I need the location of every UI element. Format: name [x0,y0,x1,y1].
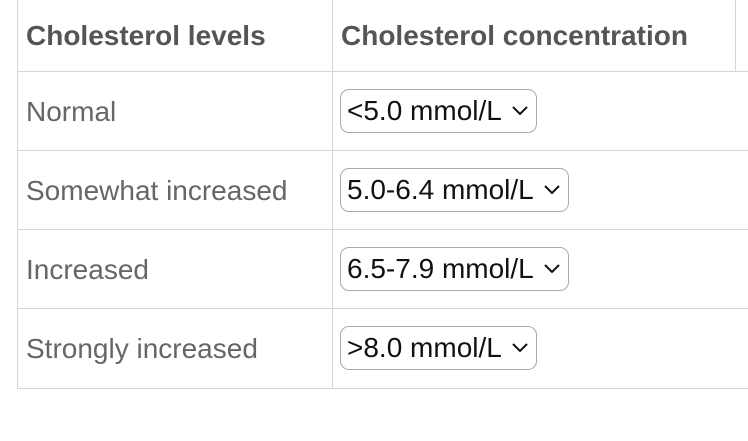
row-label: Increased [26,254,149,285]
table-border [735,0,736,71]
table-border [17,0,18,389]
chevron [544,264,560,274]
column-header: Cholesterol concentration [341,20,688,51]
chevron [512,106,528,116]
dropdown-value: 5.0-6.4 mmol/L [347,174,534,205]
row-divider [17,308,748,309]
dropdown[interactable]: <5.0 mmol/L [340,89,537,133]
dropdown-value: <5.0 mmol/L [347,95,502,126]
row-label: Normal [26,96,117,127]
dropdown[interactable]: 6.5-7.9 mmol/L [340,247,569,291]
column-divider [332,0,333,389]
dropdown-value: >8.0 mmol/L [347,332,502,363]
row-divider [17,388,748,389]
chevron [512,343,528,353]
row-divider [17,150,748,151]
dropdown[interactable]: 5.0-6.4 mmol/L [340,168,569,212]
chevron-icon [512,106,528,116]
row-label: Strongly increased [26,333,258,364]
dropdown[interactable]: >8.0 mmol/L [340,326,537,370]
row-label: Somewhat increased [26,175,288,206]
dropdown-value: 6.5-7.9 mmol/L [347,253,534,284]
row-divider [17,71,748,72]
chevron-icon [544,264,560,274]
row-divider [17,229,748,230]
chevron-icon [544,185,560,195]
chevron [544,185,560,195]
chevron-icon [512,343,528,353]
column-header: Cholesterol levels [26,20,266,51]
